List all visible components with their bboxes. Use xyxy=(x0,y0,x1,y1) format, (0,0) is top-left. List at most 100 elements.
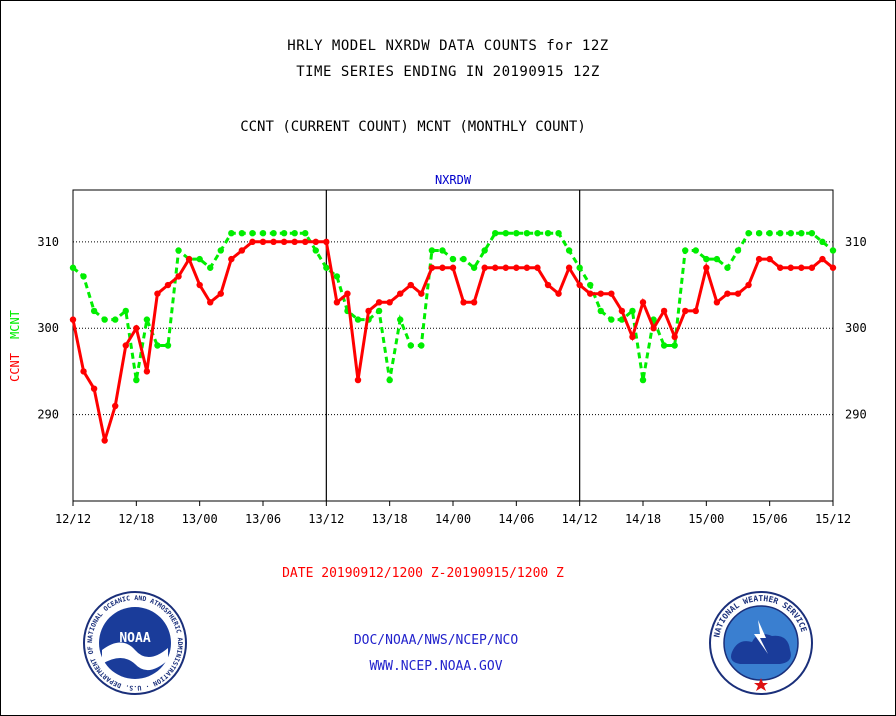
point-mcnt xyxy=(154,342,161,349)
point-mcnt xyxy=(819,238,826,246)
point-ccnt xyxy=(375,299,383,306)
point-ccnt xyxy=(460,299,467,306)
point-ccnt xyxy=(660,307,668,315)
point-ccnt xyxy=(185,255,193,263)
point-ccnt xyxy=(544,281,552,289)
point-mcnt xyxy=(439,247,446,254)
x-tick-label: 15/00 xyxy=(688,512,724,526)
point-ccnt xyxy=(734,290,742,297)
point-ccnt xyxy=(207,299,214,306)
point-mcnt xyxy=(354,316,362,323)
point-mcnt xyxy=(418,342,425,349)
point-ccnt xyxy=(69,316,77,323)
point-mcnt xyxy=(323,264,330,271)
x-tick-label: 14/00 xyxy=(435,512,471,526)
point-mcnt xyxy=(713,255,721,263)
point-mcnt xyxy=(69,264,77,271)
point-mcnt xyxy=(101,316,108,323)
point-ccnt xyxy=(249,238,256,246)
point-mcnt xyxy=(164,342,172,349)
point-mcnt xyxy=(312,247,319,254)
point-ccnt xyxy=(481,264,488,271)
point-ccnt xyxy=(766,255,773,263)
point-ccnt xyxy=(565,264,573,271)
point-mcnt xyxy=(407,342,414,349)
point-ccnt xyxy=(534,264,541,271)
x-tick-label: 14/06 xyxy=(498,512,534,526)
point-ccnt xyxy=(418,290,425,297)
grid-lines xyxy=(73,241,833,416)
point-ccnt xyxy=(344,290,351,297)
point-ccnt xyxy=(312,238,319,246)
point-mcnt xyxy=(280,229,288,237)
point-mcnt xyxy=(428,247,436,254)
point-mcnt xyxy=(829,247,837,254)
point-ccnt xyxy=(682,307,689,315)
x-tick-label: 12/18 xyxy=(118,512,154,526)
y-tick-labels: 290 290 300 300 310 310 xyxy=(37,235,866,422)
y-tick-label-right: 310 xyxy=(845,235,867,249)
y-tick-label-left: 310 xyxy=(37,235,59,249)
point-mcnt xyxy=(449,255,457,263)
svg-text:NOAA: NOAA xyxy=(119,631,150,646)
point-mcnt xyxy=(808,229,816,237)
point-ccnt xyxy=(555,290,562,297)
point-ccnt xyxy=(228,255,235,263)
point-mcnt xyxy=(386,376,393,384)
point-ccnt xyxy=(502,264,509,271)
plot-area xyxy=(72,189,834,502)
series-line-ccnt xyxy=(71,240,834,441)
page-title-line2: TIME SERIES ENDING IN 20190915 12Z xyxy=(296,64,600,80)
point-mcnt xyxy=(734,247,742,254)
point-ccnt xyxy=(133,325,140,332)
point-ccnt xyxy=(449,264,457,271)
point-ccnt xyxy=(829,264,837,271)
series-group xyxy=(69,229,837,444)
point-ccnt xyxy=(407,281,414,289)
point-mcnt xyxy=(291,229,298,237)
point-ccnt xyxy=(650,325,657,332)
point-mcnt xyxy=(565,247,573,254)
website-link[interactable]: WWW.NCEP.NOAA.GOV xyxy=(369,659,503,674)
point-ccnt xyxy=(80,368,87,375)
point-mcnt xyxy=(671,342,678,349)
point-ccnt xyxy=(291,238,298,246)
point-mcnt xyxy=(302,229,309,237)
point-mcnt xyxy=(660,342,668,349)
y-tick-label-right: 300 xyxy=(845,321,867,335)
point-ccnt xyxy=(470,299,478,306)
chart-title: NXRDW xyxy=(435,173,472,187)
point-mcnt xyxy=(259,229,267,237)
point-mcnt xyxy=(682,247,689,254)
point-ccnt xyxy=(428,264,436,271)
point-ccnt xyxy=(154,290,161,297)
point-ccnt xyxy=(576,281,583,289)
point-ccnt xyxy=(629,333,636,341)
point-ccnt xyxy=(618,307,626,315)
point-mcnt xyxy=(513,229,520,237)
point-mcnt xyxy=(544,229,552,237)
point-ccnt xyxy=(164,281,172,289)
point-mcnt xyxy=(143,316,151,323)
org-path: DOC/NOAA/NWS/NCEP/NCO xyxy=(353,633,519,648)
point-mcnt xyxy=(777,229,784,237)
point-mcnt xyxy=(249,229,256,237)
point-mcnt xyxy=(534,229,541,237)
point-mcnt xyxy=(755,229,763,237)
point-ccnt xyxy=(671,333,678,341)
point-mcnt xyxy=(587,281,594,289)
x-tick-label: 13/06 xyxy=(245,512,281,526)
y-label-mcnt: MCNT xyxy=(8,310,22,339)
svg-text:CCNTMCNT: CCNT MCNT xyxy=(8,310,22,382)
y-tick-label-left: 290 xyxy=(37,408,59,422)
point-ccnt xyxy=(713,299,721,306)
point-mcnt xyxy=(397,316,404,323)
point-mcnt xyxy=(555,229,562,237)
point-mcnt xyxy=(639,376,647,384)
point-ccnt xyxy=(819,255,826,263)
point-ccnt xyxy=(386,299,393,306)
point-ccnt xyxy=(217,290,224,297)
point-ccnt xyxy=(112,402,119,410)
y-tick-label-left: 300 xyxy=(37,321,59,335)
point-ccnt xyxy=(354,376,362,384)
